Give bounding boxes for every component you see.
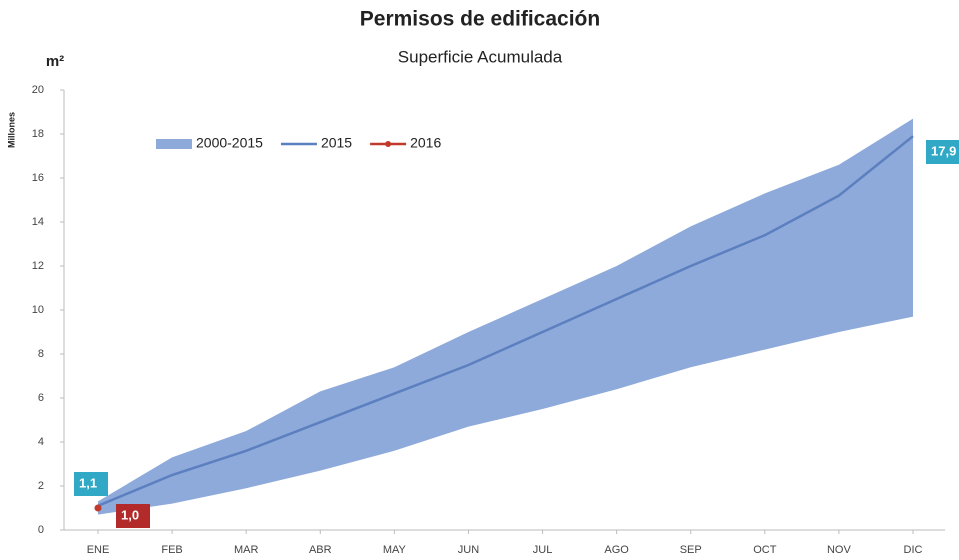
range-band (98, 118, 913, 515)
legend-label: 2000-2015 (196, 135, 263, 151)
x-tick-label: MAY (383, 544, 407, 556)
y-tick-label: 10 (32, 304, 44, 316)
legend-marker (385, 141, 392, 147)
x-tick-label: FEB (161, 544, 182, 556)
unit-label: m² (46, 53, 64, 70)
value-label: 1,0 (121, 507, 139, 522)
y-tick-label: 6 (38, 392, 44, 404)
y-tick-label: 20 (32, 84, 44, 96)
legend-label: 2016 (410, 135, 441, 151)
legend-swatch (156, 139, 192, 149)
x-tick-label: ABR (309, 544, 332, 556)
y-tick-label: 0 (38, 524, 44, 536)
y-tick-label: 2 (38, 480, 44, 492)
series-line (97, 135, 914, 507)
x-tick-label: AGO (604, 544, 629, 556)
y-tick-label: 14 (32, 216, 44, 228)
value-label: 17,9 (931, 143, 956, 158)
chart-subtitle: Superficie Acumulada (398, 47, 563, 66)
y-tick-label: 16 (32, 172, 44, 184)
x-tick-label: ENE (87, 544, 110, 556)
y-tick-label: 4 (38, 436, 44, 448)
y-tick-label: 18 (32, 128, 44, 140)
y-tick-label: 8 (38, 348, 44, 360)
point (94, 504, 102, 512)
y-axis-label: Millones (6, 112, 16, 148)
x-tick-label: NOV (827, 544, 852, 556)
x-tick-label: JUN (458, 544, 479, 556)
x-tick-label: DIC (904, 544, 923, 556)
x-tick-label: SEP (680, 544, 702, 556)
value-label: 1,1 (79, 475, 97, 490)
y-tick-label: 12 (32, 260, 44, 272)
value-label-box (74, 472, 108, 496)
legend-label: 2015 (321, 135, 352, 151)
x-tick-label: JUL (533, 544, 553, 556)
x-tick-label: MAR (234, 544, 259, 556)
value-label-box (926, 140, 959, 164)
x-tick-label: OCT (753, 544, 777, 556)
value-label-box (116, 504, 150, 528)
chart-title: Permisos de edificación (360, 8, 600, 31)
